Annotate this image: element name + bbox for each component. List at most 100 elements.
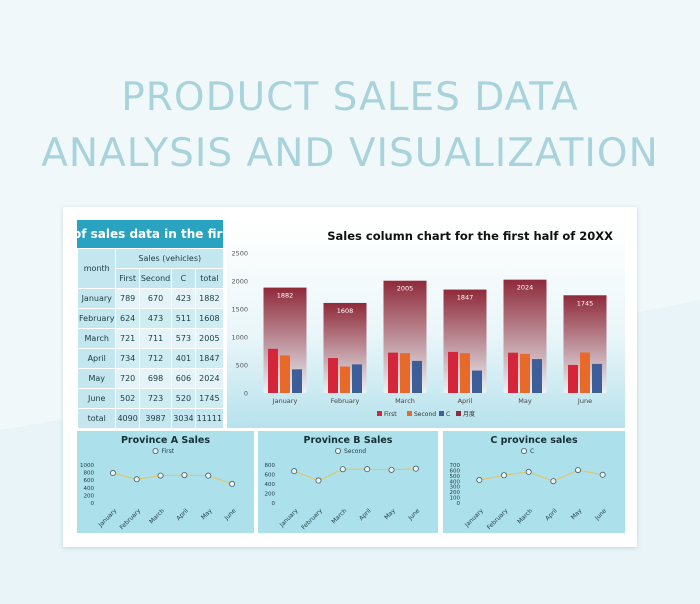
y-tick-label: 400	[84, 486, 95, 492]
cell-c: 606	[171, 368, 196, 389]
cell-second: 723	[138, 388, 173, 409]
data-label-total: 1745	[577, 299, 594, 307]
cell-total: 1882	[194, 288, 223, 309]
bar-second	[280, 355, 290, 393]
x-tick-label: May	[383, 507, 397, 521]
data-point	[181, 472, 188, 479]
bar-c	[412, 360, 422, 393]
y-tick-label: 2000	[231, 278, 248, 286]
x-tick-label: May	[518, 397, 532, 405]
bar-c	[532, 359, 542, 393]
month-header: month	[77, 248, 117, 289]
row-month: January	[77, 288, 117, 309]
data-point	[599, 471, 606, 478]
page-title-line-1: PRODUCT SALES DATA	[121, 75, 579, 120]
bar-second	[340, 366, 350, 393]
legend-label: First	[162, 448, 175, 455]
column-header-second: Second	[138, 268, 173, 289]
x-tick-label: May	[570, 507, 584, 521]
data-point	[339, 466, 346, 473]
table-row: April 734 712 401 1847	[77, 348, 223, 369]
y-tick-label: 400	[450, 479, 461, 485]
data-point	[109, 470, 116, 477]
data-point	[133, 476, 140, 483]
table-title: of sales data in the first ha	[77, 220, 223, 248]
table-row: May 720 698 606 2024	[77, 368, 223, 389]
x-tick-label: January	[97, 507, 119, 529]
x-tick-label: March	[330, 507, 348, 525]
cell-c: 511	[171, 308, 196, 329]
cell-second: 473	[138, 308, 173, 329]
data-point	[412, 465, 419, 472]
legend-swatch	[456, 411, 461, 416]
y-tick-label: 200	[84, 493, 95, 499]
sales-group-header: Sales (vehicles)	[115, 248, 223, 269]
cell-total: 1745	[194, 388, 223, 409]
data-point	[550, 478, 557, 485]
y-tick-label: 300	[450, 485, 461, 491]
bar-c	[472, 370, 482, 393]
y-tick-label: 600	[450, 468, 461, 474]
data-label-total: 1847	[457, 294, 474, 302]
x-tick-label: March	[148, 507, 166, 525]
data-point	[229, 480, 236, 487]
legend-marker	[521, 447, 528, 454]
y-tick-label: 100	[450, 496, 461, 502]
x-tick-label: April	[458, 397, 473, 405]
legend-label: C	[446, 411, 450, 418]
sales-table: month Sales (vehicles) First Second C to…	[77, 248, 223, 428]
y-tick-label: 600	[265, 473, 276, 479]
row-month: May	[77, 368, 117, 389]
bar-second	[520, 353, 530, 393]
series-line	[293, 468, 416, 482]
row-month: February	[77, 308, 117, 329]
cell-c: 423	[171, 288, 196, 309]
legend-marker	[335, 447, 342, 454]
cell-total: 2005	[194, 328, 223, 349]
y-tick-label: 1000	[231, 334, 248, 342]
x-tick-label: January	[463, 507, 485, 529]
data-label-total: 1608	[337, 307, 354, 315]
bar-first	[568, 364, 578, 393]
total-c: 3034	[171, 408, 196, 428]
column-header-first: First	[115, 268, 140, 289]
cell-first: 502	[115, 388, 140, 409]
x-tick-label: May	[200, 507, 214, 521]
table-row: January 789 670 423 1882	[77, 288, 223, 309]
bar-first	[268, 348, 278, 393]
row-month: March	[77, 328, 117, 349]
bar-c	[592, 363, 602, 393]
table-row: February 624 473 511 1608	[77, 308, 223, 329]
y-tick-label: 500	[236, 362, 248, 370]
y-tick-label: 0	[457, 501, 461, 507]
x-tick-label: April	[544, 507, 559, 522]
data-point	[364, 466, 371, 473]
column-header-total: total	[194, 268, 223, 289]
province-b-title: Province B Sales	[303, 435, 393, 446]
y-tick-label: 1000	[80, 463, 94, 469]
x-tick-label: February	[486, 507, 510, 531]
page-title-line-2: ANALYSIS AND VISUALIZATION	[41, 131, 659, 176]
x-tick-label: January	[278, 507, 300, 529]
data-point	[205, 472, 212, 479]
data-label-total: 2024	[517, 284, 534, 292]
total-total: 11111	[194, 408, 223, 428]
cell-total: 1847	[194, 348, 223, 369]
x-tick-label: January	[272, 397, 298, 405]
legend-swatch	[439, 411, 444, 416]
province-b-panel: 0 200 400 600 800 January February March April Ma…	[258, 431, 438, 533]
data-label-total: 2005	[397, 285, 414, 293]
y-tick-label: 500	[450, 474, 461, 480]
row-month: April	[77, 348, 117, 369]
bar-first	[448, 351, 458, 393]
column-header-c: C	[171, 268, 196, 289]
total-row: total 4090 3987 3034 11111	[77, 408, 223, 428]
y-tick-label: 400	[265, 482, 276, 488]
y-tick-label: 2500	[231, 250, 248, 258]
cell-total: 2024	[194, 368, 223, 389]
row-month: June	[77, 388, 117, 409]
y-tick-label: 800	[84, 471, 95, 477]
legend-label: Second	[414, 411, 436, 418]
